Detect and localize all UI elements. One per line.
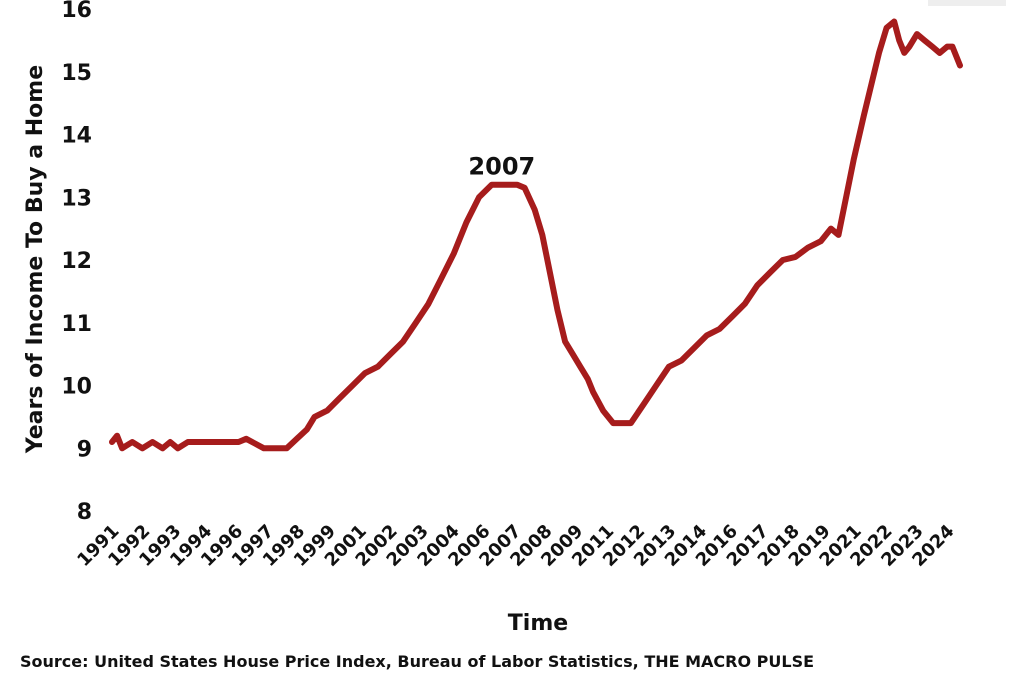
y-axis-ticks: 8 9 10 11 12 13 14 15 16 [61,0,92,525]
y-tick-label: 14 [61,124,92,149]
corner-tab [928,0,1006,6]
y-tick-label: 13 [61,186,92,211]
y-tick-label: 10 [61,375,92,400]
y-tick-label: 8 [77,500,92,525]
line-chart: 8 9 10 11 12 13 14 15 16 19911992199319941996199… [23,0,963,636]
y-axis-title: Years of Income To Buy a Home [23,65,48,454]
peak-annotation: 2007 [468,153,535,181]
y-tick-label: 15 [61,61,92,86]
x-axis-ticks: 1991199219931994199619971998199920012002… [73,521,958,571]
series-line [109,18,963,452]
y-tick-label: 16 [61,0,92,23]
y-tick-label: 9 [77,437,92,462]
y-tick-label: 12 [61,249,92,274]
x-axis-title: Time [508,611,568,636]
source-note: Source: United States House Price Index,… [20,652,815,671]
y-tick-label: 11 [61,312,92,337]
